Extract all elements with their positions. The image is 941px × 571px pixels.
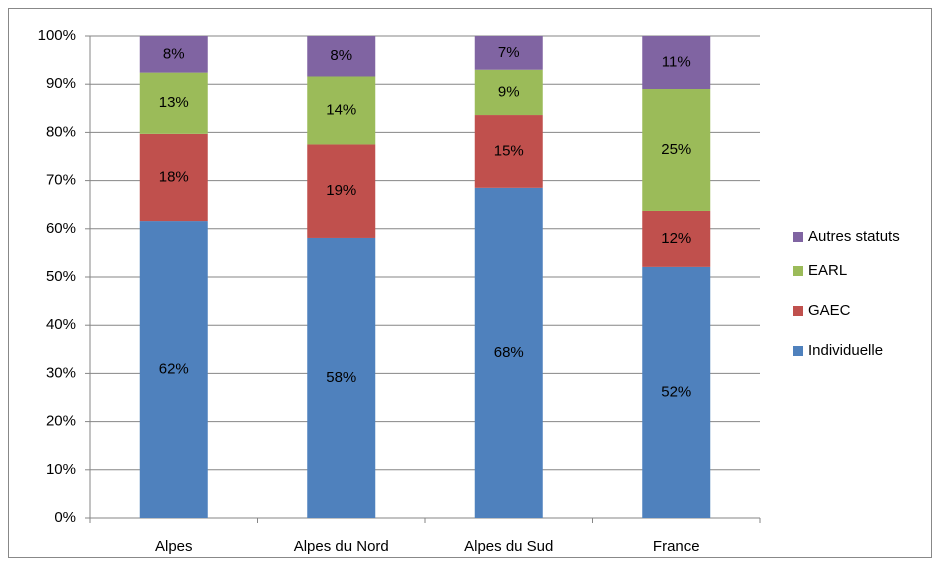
legend-swatch [793, 346, 803, 356]
legend-swatch [793, 232, 803, 242]
bar-segment [307, 144, 376, 238]
y-tick-label: 30% [46, 364, 76, 381]
legend-swatch [793, 266, 803, 276]
legend-label: EARL [808, 262, 847, 279]
y-tick-label: 0% [54, 509, 76, 526]
data-label: 12% [661, 230, 691, 247]
data-label: 15% [494, 142, 524, 159]
y-tick-label: 100% [38, 27, 76, 44]
bar-segment [139, 133, 208, 222]
y-tick-label: 70% [46, 172, 76, 189]
bar-segment [139, 72, 208, 134]
data-label: 68% [494, 344, 524, 361]
bar-segment [642, 89, 711, 211]
data-label: 8% [330, 47, 352, 64]
bar-segment [139, 221, 208, 518]
x-tick-label: Alpes du Nord [294, 538, 389, 555]
data-label: 25% [661, 141, 691, 158]
bar-segment [474, 115, 543, 188]
data-label: 62% [159, 361, 189, 378]
data-label: 8% [163, 45, 185, 62]
legend-label: Individuelle [808, 342, 883, 359]
bar-segment [307, 36, 376, 77]
y-tick-label: 40% [46, 316, 76, 333]
x-tick-label: France [653, 538, 700, 555]
data-label: 11% [662, 53, 691, 70]
y-tick-label: 50% [46, 268, 76, 285]
data-label: 52% [661, 383, 691, 400]
bar-segment [139, 36, 208, 73]
bar-segment [474, 187, 543, 518]
y-tick-label: 80% [46, 123, 76, 140]
data-label: 7% [498, 44, 520, 61]
x-tick-label: Alpes du Sud [464, 538, 553, 555]
data-label: 58% [326, 369, 356, 386]
x-tick-label: Alpes [155, 538, 193, 555]
bar-segment [642, 210, 711, 267]
y-tick-label: 90% [46, 75, 76, 92]
y-tick-label: 10% [46, 461, 76, 478]
legend-swatch [793, 306, 803, 316]
bar-segment [474, 69, 543, 116]
bar-segment [474, 36, 543, 70]
data-label: 9% [498, 83, 520, 100]
bar-segment [642, 266, 711, 518]
bar-segment [642, 36, 711, 90]
data-label: 18% [159, 168, 189, 185]
bar-segment [307, 76, 376, 145]
data-label: 14% [326, 101, 356, 118]
legend-label: Autres statuts [808, 228, 900, 245]
y-tick-label: 60% [46, 220, 76, 237]
bar-segment [307, 237, 376, 518]
legend-label: GAEC [808, 302, 851, 319]
data-label: 19% [326, 182, 356, 199]
data-label: 13% [159, 94, 189, 111]
y-tick-label: 20% [46, 413, 76, 430]
